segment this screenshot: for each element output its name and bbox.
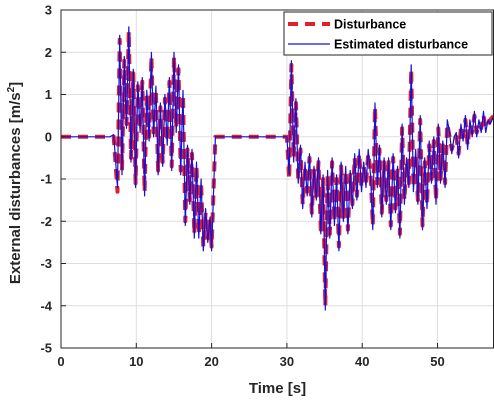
y-tick-label: 2 <box>45 45 52 60</box>
legend: Disturbance Estimated disturbance <box>283 11 493 56</box>
series-line-disturbance <box>61 29 494 308</box>
y-axis-label-main: External disturbances [m/s <box>7 92 24 284</box>
y-tick-label: 1 <box>45 87 52 102</box>
series-group <box>61 26 494 311</box>
series-line-estimated-disturbance <box>61 26 494 311</box>
legend-box <box>283 11 493 56</box>
y-tick-label: -2 <box>40 214 52 229</box>
y-tick-label: 0 <box>45 129 52 144</box>
y-tick-label: -5 <box>40 341 52 356</box>
y-axis-label-superscript: 2 <box>6 86 17 92</box>
x-tick-label: 0 <box>57 354 64 369</box>
y-tick-label: -4 <box>40 298 52 313</box>
x-tick-label: 40 <box>355 354 369 369</box>
tick-labels: 0 10 20 30 40 50 -5 -4 -3 -2 -1 0 1 2 3 <box>40 3 444 370</box>
legend-label-estimated-disturbance: Estimated disturbance <box>334 38 468 52</box>
legend-label-disturbance: Disturbance <box>334 18 406 32</box>
y-axis-label: External disturbances [m/s2] <box>6 82 24 284</box>
x-tick-label: 10 <box>129 354 143 369</box>
y-tick-label: 3 <box>45 3 52 18</box>
y-tick-label: -1 <box>40 172 52 187</box>
x-axis-label: Time [s] <box>249 380 306 397</box>
y-tick-label: -3 <box>40 256 52 271</box>
x-tick-label: 50 <box>430 354 444 369</box>
y-axis-label-end: ] <box>7 82 24 87</box>
x-tick-label: 20 <box>204 354 218 369</box>
x-tick-label: 30 <box>280 354 294 369</box>
